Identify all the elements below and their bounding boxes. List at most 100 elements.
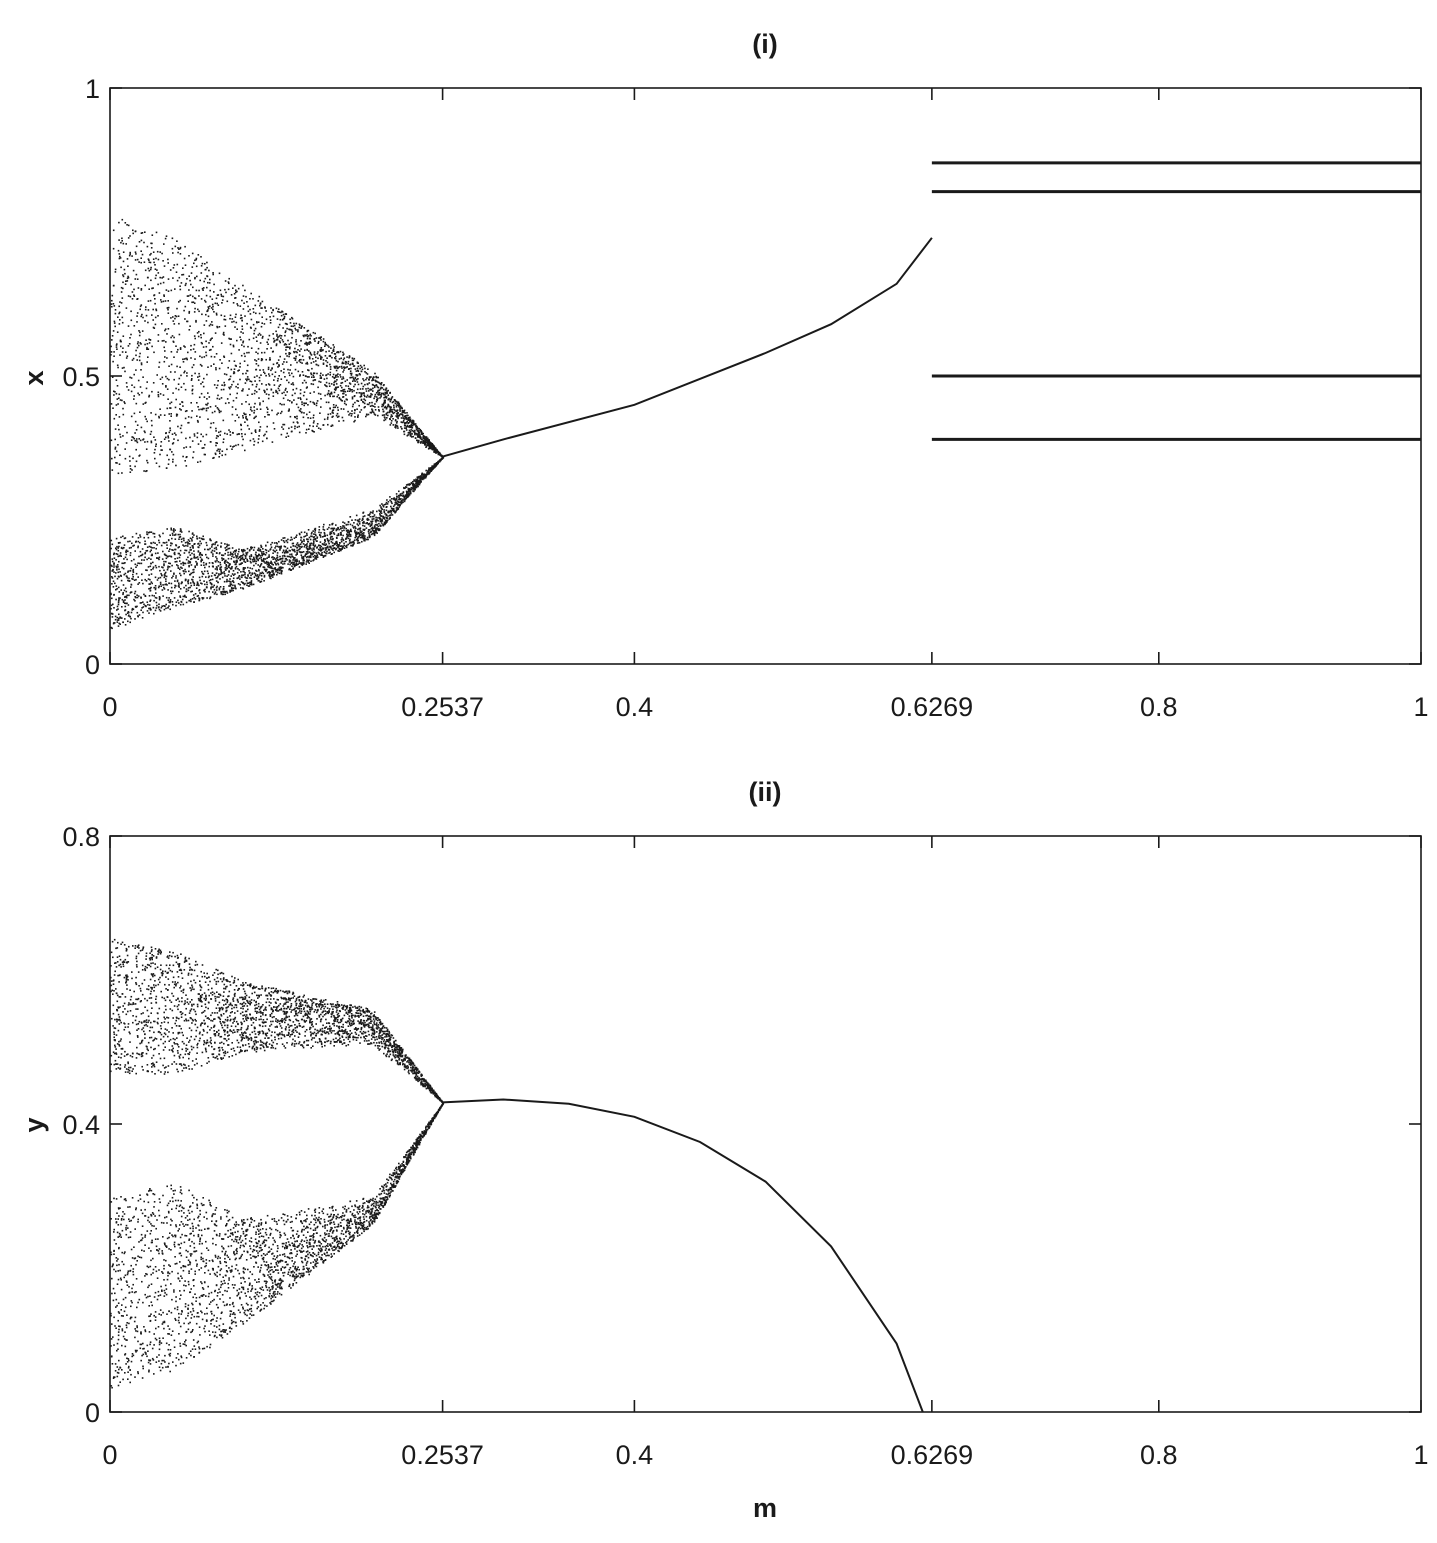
panel-i-lower-band-point [158,556,161,559]
panel-i-lower-band-point [386,519,388,522]
panel-i-upper-band-point [309,342,312,344]
panel-i-lower-band-point [140,562,143,565]
panel-i-upper-band-point [315,363,318,366]
panel-i-lower-band-point [360,532,363,534]
panel-i-upper-band-point [138,394,141,396]
panel-i-lower-band-point [375,528,377,531]
panel-i-lower-band-point [136,594,138,596]
panel-i-lower-band-point [201,570,203,573]
panel-i-lower-band-point [308,551,311,553]
panel-i-lower-band-point [310,542,313,545]
panel-i-upper-band-point [151,234,154,236]
panel-i-lower-band-point [180,582,183,585]
panel-i-upper-band-point [218,409,220,412]
panel-i-lower-band-point [190,590,192,593]
panel-i-upper-band-point [212,457,214,459]
panel-i-lower-band-point [264,562,266,564]
panel-i-upper-band-point [428,443,431,446]
panel-i-lower-band-point [415,482,418,484]
panel-i-upper-band-point [299,410,302,413]
panel-i-upper-band-point [403,417,405,420]
panel-i-upper-band-point [159,414,162,416]
panel-i-upper-band-point [390,422,393,424]
panel-i-upper-band-point [166,377,169,380]
panel-i-upper-band-point [220,342,223,344]
panel-i-upper-band-point [338,358,341,360]
panel-i-lower-band-point [170,590,172,592]
panel-i-upper-band-point [239,378,241,381]
panel-i-upper-band-point [252,438,255,440]
panel-i-lower-band-point [185,588,188,590]
panel-i-upper-band-point [376,391,379,393]
panel-i-lower-band-point [117,625,120,627]
panel-i-lower-band-point [415,478,417,481]
panel-i-upper-band-point [370,376,372,378]
panel-i-lower-band-point [330,531,332,533]
panel-i-upper-band-point [127,276,130,279]
panel-i-lower-band-point [269,575,271,578]
panel-i-upper-band-point [402,420,405,422]
panel-i-lower-band-point [178,552,180,555]
panel-i-upper-band-point [259,426,262,428]
panel-i-upper-band-point [284,334,286,337]
panel-i-upper-band-point [277,359,280,361]
panel-i-upper-band-point [172,442,175,444]
panel-i-lower-band-point [314,529,317,531]
panel-i-upper-band-point [317,364,320,367]
panel-i-lower-band-point [187,589,190,592]
panel-i-upper-band-point [331,409,334,412]
panel-i-lower-band-point [188,530,190,533]
panel-i-lower-band-point [322,556,325,558]
panel-i-upper-band-point [385,413,387,416]
panel-i-lower-band-point [284,560,287,562]
panel-i-lower-band-point [158,598,161,601]
panel-i-upper-band-point [356,388,359,391]
panel-i-upper-band-point [148,338,150,341]
panel-i-lower-band-point [232,587,235,589]
panel-i-upper-band-point [324,355,327,357]
panel-i-upper-band-point [193,311,196,313]
panel-i-upper-band-point [295,339,297,341]
panel-i-upper-band-point [372,411,374,413]
panel-i-lower-band-point [146,569,148,572]
panel-i-upper-band-point [221,299,224,301]
panel-i-lower-band-point [317,548,320,551]
panel-i-lower-band-point [359,534,361,537]
panel-i-upper-band-point [149,433,152,435]
panel-i-upper-band-point [341,386,343,389]
panel-i-upper-band-point [118,311,121,314]
panel-i-upper-band-point [354,409,356,411]
panel-i-upper-band-point [240,338,242,341]
panel-i-upper-band-point [110,351,113,353]
panel-i-upper-band-point [375,400,378,403]
panel-i-lower-band-point [281,551,284,554]
panel-i-upper-band-point [299,350,301,352]
panel-i-lower-band-point [298,562,300,564]
panel-i-lower-band-point [265,570,267,573]
panel-i-upper-band-point [356,374,358,377]
panel-i-upper-band-point [324,394,326,397]
panel-i-lower-band-point [324,554,327,557]
panel-i-upper-band-point [206,286,208,289]
panel-i-upper-band-point [377,406,380,408]
panel-i-lower-band-point [115,548,118,551]
panel-i-upper-band-point [140,343,142,345]
panel-i-lower-band-point [279,555,281,558]
panel-i-lower-band-point [387,510,390,513]
panel-i-upper-band-point [332,404,335,406]
panel-i-upper-band-point [284,343,286,345]
panel-i-lower-band-point [292,549,295,552]
panel-i-upper-band-point [399,413,401,416]
panel-i-upper-band-point [313,431,315,433]
panel-i-lower-band-point [337,533,340,535]
panel-i-upper-band-point [384,417,386,419]
panel-i-upper-band-point [229,387,231,390]
panel-i-upper-band-point [274,371,277,373]
panel-i-upper-band-point [195,258,197,261]
panel-i-lower-band-point [144,556,146,559]
panel-i-lower-band-point [208,575,210,578]
panel-i-lower-band-point [373,532,376,535]
panel-i-lower-band-point [299,545,301,548]
panel-i-upper-band-point [270,388,273,391]
panel-i-lower-band-point [331,542,334,544]
